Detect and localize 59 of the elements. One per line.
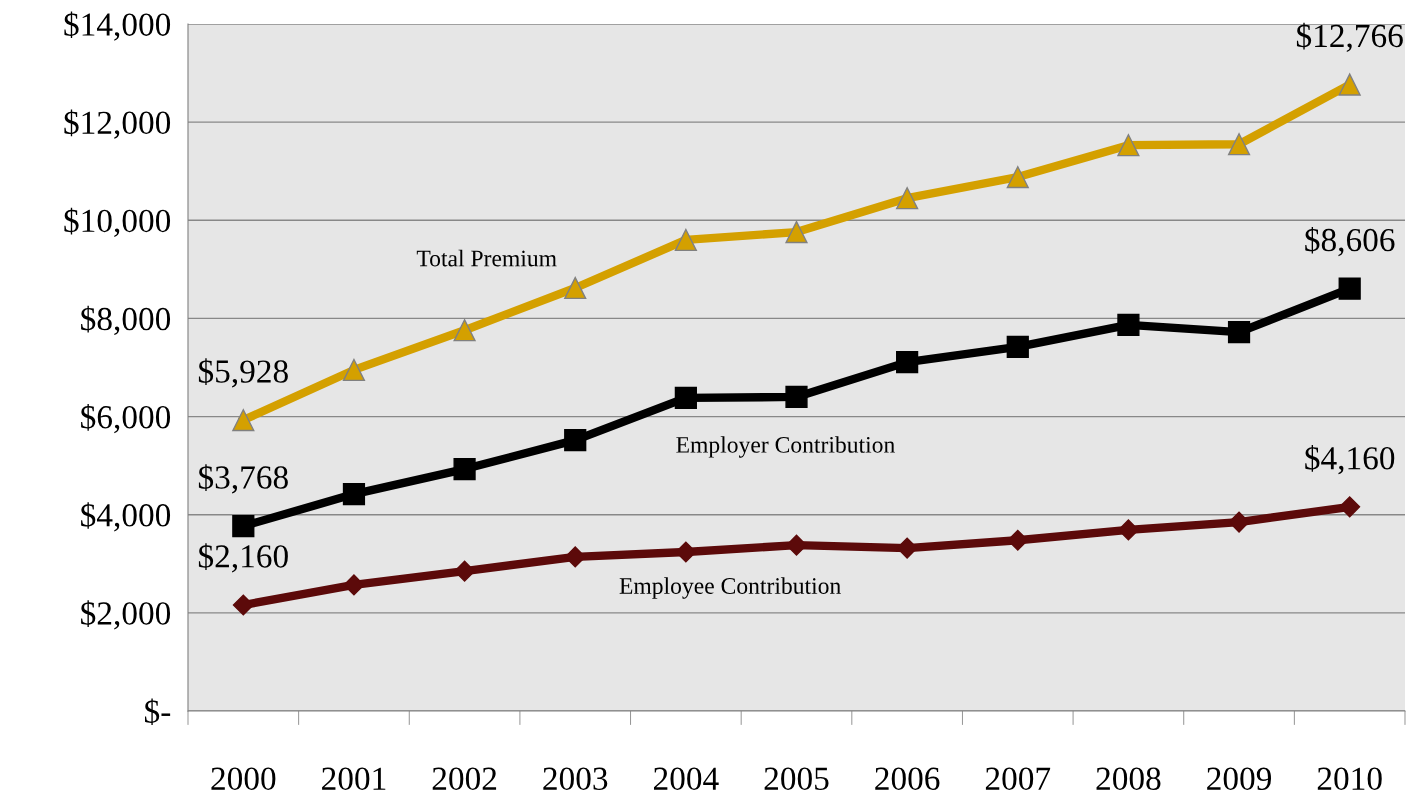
point (1117, 134, 1140, 157)
x-tick-label: 2010 (1317, 767, 1382, 791)
series-label: Employee Contribution (619, 577, 841, 599)
point (674, 386, 697, 410)
y-tick-label: $12,000 (64, 109, 171, 139)
point (454, 560, 476, 582)
x-tick-label: 2008 (1096, 767, 1161, 791)
y-tick-label: $2,000 (81, 600, 171, 630)
x-tick-label: 2002 (432, 767, 497, 791)
x-tick-label: 2003 (543, 767, 608, 791)
data-label: $3,768 (198, 464, 288, 494)
point (564, 276, 587, 300)
x-tick-label: 2005 (764, 767, 829, 791)
data-label: $5,928 (198, 358, 288, 388)
point (1006, 335, 1029, 359)
data-label: $4,160 (1305, 445, 1395, 475)
x-tick-label: 2006 (875, 767, 940, 791)
point (564, 546, 586, 568)
point (674, 228, 697, 252)
y-tick-label: $8,000 (81, 305, 171, 336)
x-tick-label: 2000 (211, 767, 276, 791)
y-tick-label: $- (145, 698, 171, 726)
point (785, 385, 808, 409)
point (453, 319, 476, 342)
point (232, 594, 254, 616)
data-label: $12,766 (1296, 22, 1403, 53)
x-tick-label: 2007 (985, 767, 1051, 791)
point (1006, 165, 1029, 189)
point (1117, 313, 1140, 336)
series-label: Employer Contribution (676, 436, 895, 458)
point (1338, 73, 1361, 96)
point (1228, 511, 1250, 533)
y-tick-label: $14,000 (64, 11, 171, 41)
point (1227, 321, 1251, 344)
point (1227, 133, 1251, 156)
point (1338, 277, 1361, 300)
point (675, 541, 697, 563)
data-label: $2,160 (198, 543, 288, 573)
point (232, 514, 255, 538)
y-tick-label: $4,000 (81, 502, 171, 532)
point (1117, 519, 1139, 541)
point (453, 457, 476, 481)
x-tick-label: 2001 (322, 767, 386, 791)
point (896, 350, 919, 374)
point (1339, 496, 1361, 518)
series-label: Total Premium (416, 249, 557, 267)
point (232, 408, 255, 432)
point (343, 574, 365, 596)
point (342, 358, 366, 382)
x-tick-label: 2004 (653, 767, 719, 791)
y-tick-label: $6,000 (81, 404, 171, 434)
data-label: $8,606 (1305, 226, 1395, 257)
point (896, 187, 919, 210)
y-tick-label: $10,000 (64, 207, 171, 237)
point (564, 429, 587, 452)
point (342, 482, 366, 506)
x-tick-label: 2009 (1207, 767, 1272, 791)
point (785, 220, 808, 244)
point (1007, 529, 1029, 551)
